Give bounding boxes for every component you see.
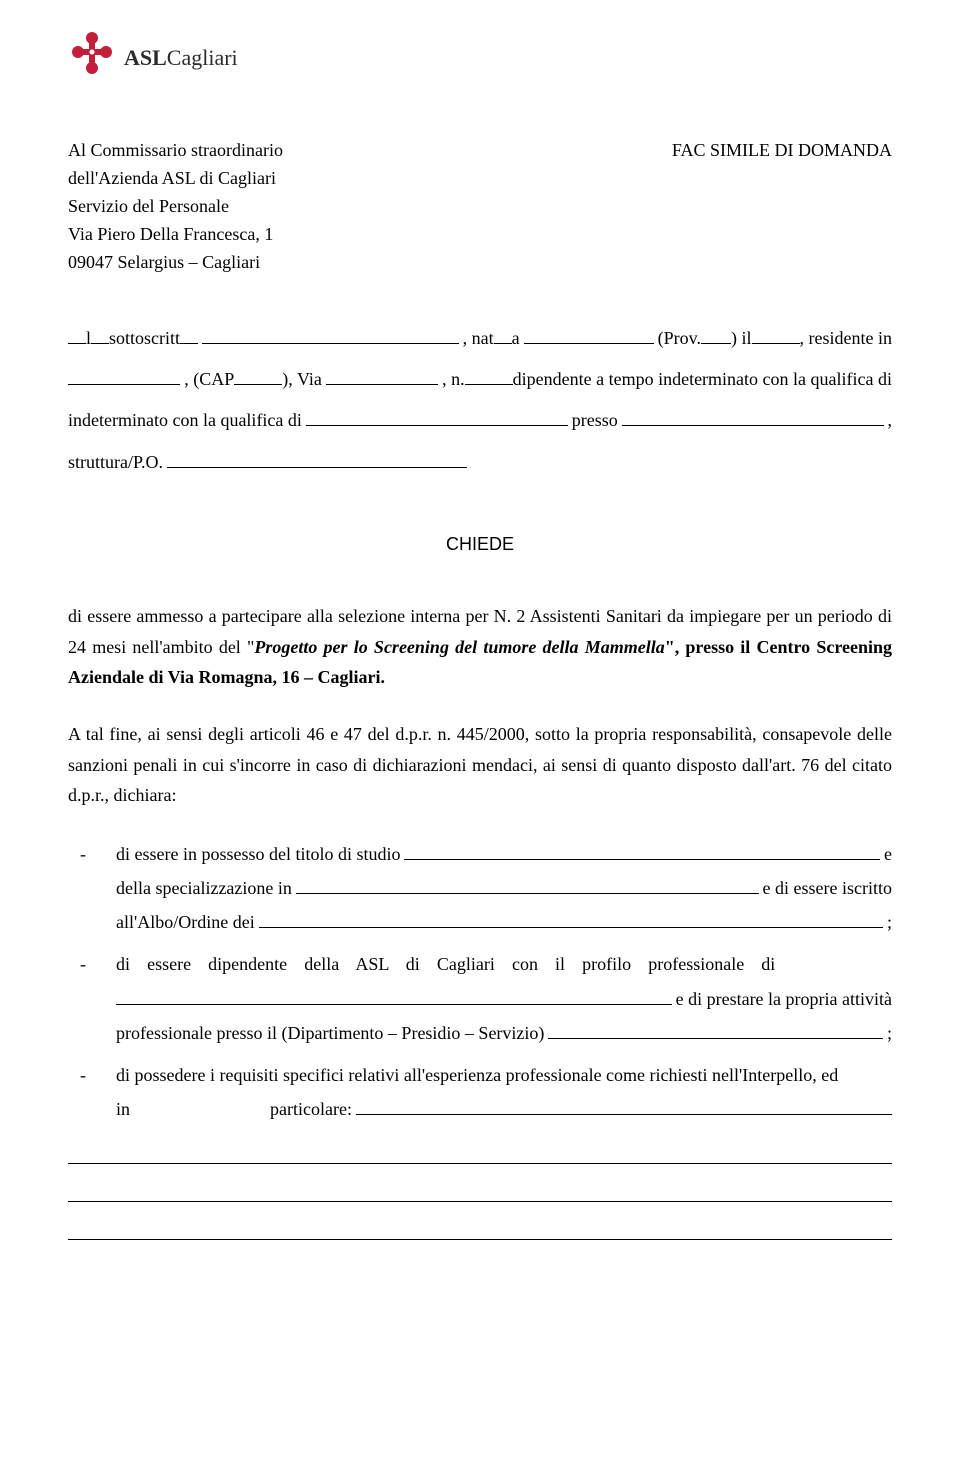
bullet-dash: - — [68, 947, 116, 1050]
addr-line-4: Via Piero Della Francesca, 1 — [68, 221, 892, 247]
logo-text-bold: ASL — [124, 45, 167, 70]
blank-field[interactable] — [701, 325, 731, 344]
addr-line-5: 09047 Selargius – Cagliari — [68, 249, 892, 275]
blank-field[interactable] — [326, 366, 438, 385]
blank-line[interactable] — [68, 1138, 892, 1164]
blank-line[interactable] — [68, 1176, 892, 1202]
blank-field[interactable] — [68, 366, 180, 385]
blank-field[interactable] — [404, 841, 880, 860]
blank-field[interactable] — [622, 407, 884, 426]
blank-field[interactable] — [180, 325, 198, 344]
bullet-list: - di essere in possesso del titolo di st… — [68, 837, 892, 1253]
blank-field[interactable] — [306, 407, 568, 426]
blank-field[interactable] — [494, 325, 512, 344]
blank-field[interactable] — [202, 325, 459, 344]
bullet-item-2: - di essere dipendente della ASL di Cagl… — [68, 947, 892, 1050]
blank-line[interactable] — [68, 1214, 892, 1240]
blank-field[interactable] — [752, 325, 800, 344]
declaration-paragraph: A tal fine, ai sensi degli articoli 46 e… — [68, 719, 892, 811]
intro-form-paragraph: l sottoscritt , nat a (Prov. ) il , resi… — [68, 318, 892, 484]
blank-field[interactable] — [91, 325, 109, 344]
blank-field[interactable] — [524, 325, 654, 344]
chiede-heading: CHIEDE — [68, 531, 892, 557]
blank-field[interactable] — [116, 986, 672, 1005]
addr-line-1: Al Commissario straordinario — [68, 137, 632, 163]
header-logo: ASLCagliari — [68, 30, 892, 85]
blank-field[interactable] — [548, 1020, 883, 1039]
addr-line-2: dell'Azienda ASL di Cagliari — [68, 165, 892, 191]
logo-text: ASLCagliari — [124, 42, 238, 74]
logo-text-regular: Cagliari — [167, 45, 238, 70]
addr-line-3: Servizio del Personale — [68, 193, 892, 219]
bullet-dash: - — [68, 837, 116, 940]
blank-field[interactable] — [296, 875, 759, 894]
blank-field[interactable] — [465, 366, 513, 385]
fac-simile-label: FAC SIMILE DI DOMANDA — [632, 137, 892, 163]
logo-icon — [68, 30, 116, 85]
address-block: Al Commissario straordinario FAC SIMILE … — [68, 137, 892, 275]
blank-field[interactable] — [68, 325, 86, 344]
blank-field[interactable] — [259, 909, 883, 928]
blank-field[interactable] — [234, 366, 282, 385]
blank-field[interactable] — [356, 1096, 892, 1115]
blank-field[interactable] — [167, 449, 467, 468]
bullet-item-1: - di essere in possesso del titolo di st… — [68, 837, 892, 940]
bullet-item-3: - di possedere i requisiti specifici rel… — [68, 1058, 892, 1252]
request-paragraph: di essere ammesso a partecipare alla sel… — [68, 601, 892, 693]
